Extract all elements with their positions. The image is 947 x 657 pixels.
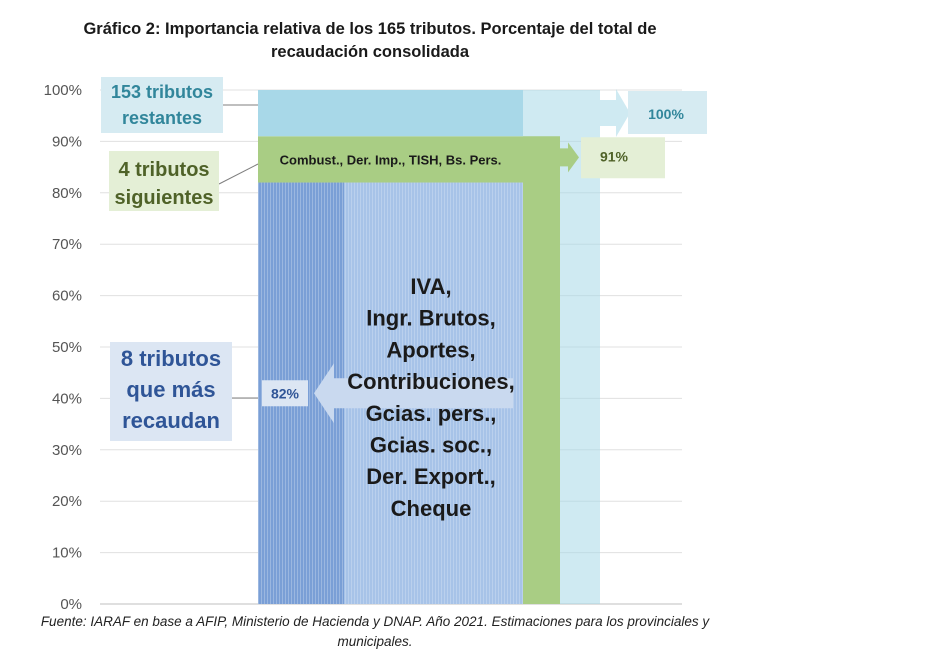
cumulative-label-100: 100% bbox=[648, 106, 684, 122]
y-tick-label: 30% bbox=[52, 442, 82, 459]
y-tick-label: 20% bbox=[52, 493, 82, 510]
cumulative-label-box-82 bbox=[262, 380, 308, 407]
cumulative-label-box-91 bbox=[581, 137, 665, 179]
tax-list-item: Gcias. soc., bbox=[370, 433, 492, 458]
tax-list-item: Cheque bbox=[391, 496, 472, 521]
callout-text: recaudan bbox=[122, 408, 220, 433]
chart-source: Fuente: IARAF en base a AFIP, Ministerio… bbox=[40, 614, 710, 649]
callout-box bbox=[110, 342, 232, 441]
y-tick-label: 90% bbox=[52, 133, 82, 150]
callout-leader-line bbox=[218, 163, 259, 185]
cumulative-label-box-100 bbox=[628, 91, 707, 134]
tax-list-item: Contribuciones, bbox=[347, 369, 514, 394]
cumulative-column-91 bbox=[523, 136, 560, 604]
callout-text: restantes bbox=[122, 108, 202, 128]
y-tick-label: 40% bbox=[52, 390, 82, 407]
chart-title: Gráfico 2: Importancia relativa de los 1… bbox=[83, 20, 657, 61]
bar-segment-rest153 bbox=[258, 90, 523, 137]
arrow-91 bbox=[560, 142, 579, 173]
y-tick-label: 10% bbox=[52, 545, 82, 562]
arrow-82 bbox=[314, 363, 513, 424]
y-tick-label: 70% bbox=[52, 236, 82, 253]
tax-list-item: Gcias. pers., bbox=[366, 401, 497, 426]
arrow-100 bbox=[600, 89, 630, 137]
y-tick-label: 50% bbox=[52, 339, 82, 356]
bar-segment-next4 bbox=[258, 136, 523, 183]
callout-text: siguientes bbox=[115, 187, 214, 209]
callout-box bbox=[101, 77, 223, 133]
callout-box bbox=[109, 151, 219, 211]
callout-text: 4 tributos bbox=[118, 159, 209, 181]
tax-list-item: IVA, bbox=[410, 274, 451, 299]
y-tick-label: 100% bbox=[44, 82, 82, 99]
y-tick-label: 80% bbox=[52, 185, 82, 202]
cumulative-label-82: 82% bbox=[271, 385, 300, 401]
segment-taxes-label: Combust., Der. Imp., TISH, Bs. Pers. bbox=[280, 152, 502, 167]
callout-text: que más bbox=[126, 377, 215, 402]
callout-text: 8 tributos bbox=[121, 346, 221, 371]
y-tick-label: 0% bbox=[60, 596, 82, 613]
tax-list-item: Ingr. Brutos, bbox=[366, 306, 496, 331]
tax-list-item: Aportes, bbox=[386, 337, 475, 362]
cumulative-label-91: 91% bbox=[600, 148, 629, 164]
callout-text: 153 tributos bbox=[111, 82, 213, 102]
tax-list-item: Der. Export., bbox=[366, 464, 496, 489]
y-tick-label: 60% bbox=[52, 288, 82, 305]
